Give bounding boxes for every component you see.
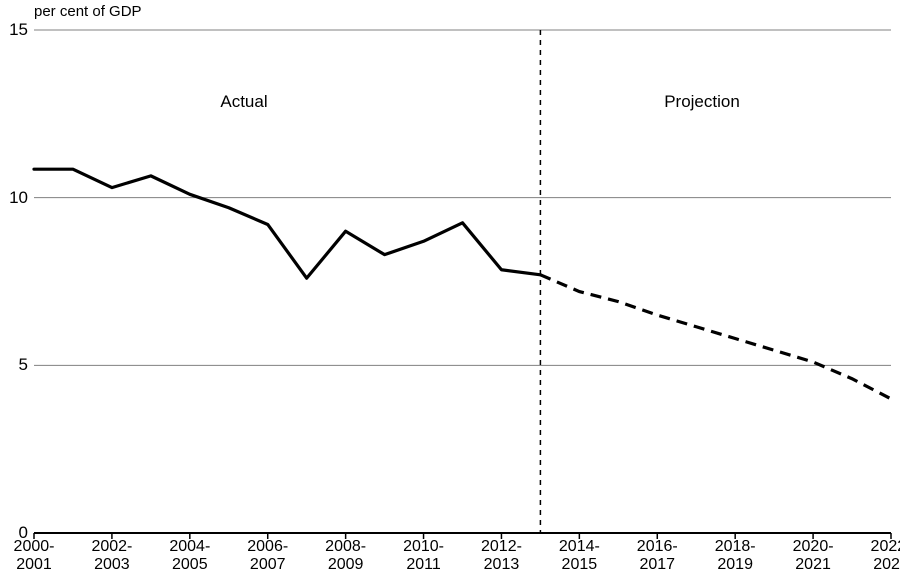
x-tick-label: 2000- 2001 [14, 538, 55, 575]
x-tick-label: 2016- 2017 [637, 538, 678, 575]
x-tick-label: 2002- 2003 [91, 538, 132, 575]
line-chart [0, 0, 900, 579]
x-tick-label: 2018- 2019 [715, 538, 756, 575]
y-axis-title: per cent of GDP [34, 3, 142, 20]
x-tick-label: 2008- 2009 [325, 538, 366, 575]
actual-region-label: Actual [220, 92, 267, 112]
projection-region-label: Projection [664, 92, 740, 112]
x-tick-label: 2014- 2015 [559, 538, 600, 575]
y-tick-label: 10 [9, 188, 28, 208]
x-tick-label: 2004- 2005 [169, 538, 210, 575]
x-tick-label: 2022- 2023 [871, 538, 900, 575]
x-tick-label: 2010- 2011 [403, 538, 444, 575]
y-tick-label: 15 [9, 20, 28, 40]
x-tick-label: 2012- 2013 [481, 538, 522, 575]
chart-container: per cent of GDP 0510152000- 20012002- 20… [0, 0, 900, 579]
y-tick-label: 5 [19, 355, 28, 375]
x-tick-label: 2006- 2007 [247, 538, 288, 575]
x-tick-label: 2020- 2021 [793, 538, 834, 575]
